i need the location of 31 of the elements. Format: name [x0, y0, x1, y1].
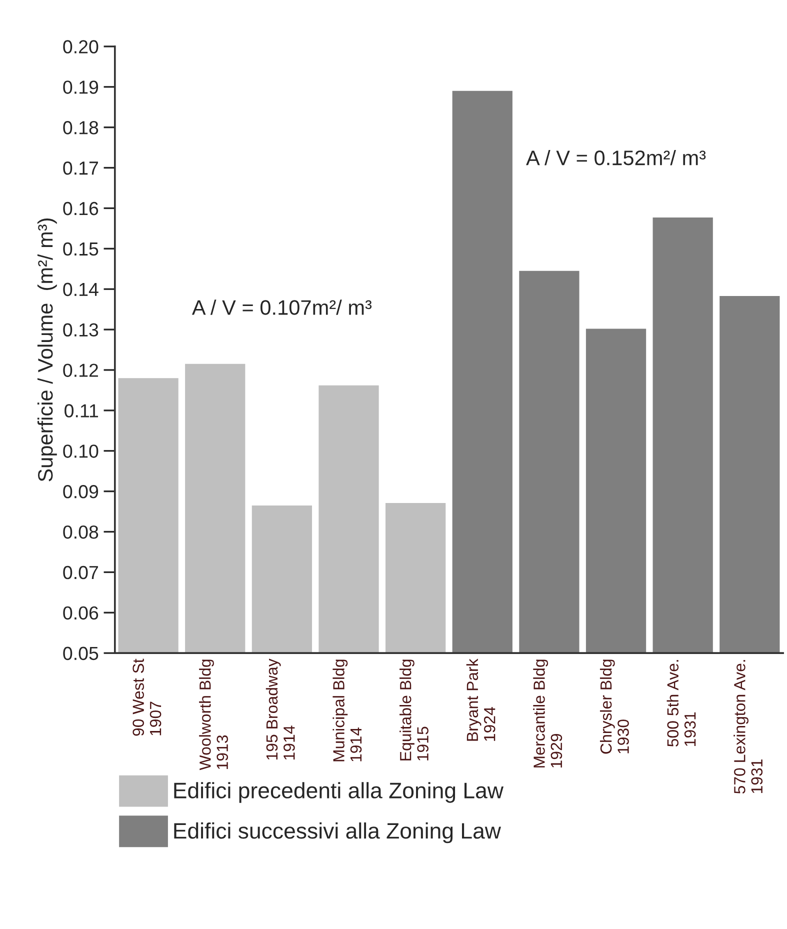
x-tick-label: Equitable Bldg 1915: [400, 660, 428, 760]
y-tick-label: 0.17: [63, 161, 98, 175]
y-tick-label: 0.14: [63, 282, 98, 296]
y-tick-label: 0.11: [64, 404, 98, 418]
y-axis-title: Superficie / Volume (m²/ m³): [37, 218, 57, 482]
y-tick-label: 0.20: [63, 40, 98, 54]
y-tick-label: 0.12: [63, 364, 98, 377]
y-tick-label: 0.05: [63, 646, 98, 660]
y-tick-label: 0.13: [63, 323, 98, 337]
y-tick-label: 0.16: [63, 202, 98, 216]
y-tick-label: 0.06: [63, 606, 98, 620]
x-tick-label: Mercantile Bldg 1929: [533, 660, 562, 768]
annotation: A / V = 0.152m²/ m³: [526, 150, 706, 166]
legend-label: Edifici successivi alla Zoning Law: [174, 822, 501, 844]
y-tick-label: 0.19: [63, 80, 98, 94]
x-tick-label: Municipal Bldg 1914: [332, 660, 362, 762]
x-tick-label: 195 Broadway 1914: [266, 658, 295, 760]
x-tick-label: 500 5th Ave. 1931: [666, 660, 696, 747]
x-tick-label: Woolworth Bldg 1913: [199, 660, 228, 770]
annotation: A / V = 0.107m²/ m³: [192, 300, 372, 315]
y-tick-label: 0.08: [63, 525, 98, 539]
x-tick-label: 570 Lexington Ave. 1931: [734, 660, 763, 794]
y-tick-label: 0.09: [63, 485, 98, 498]
x-tick-label: Chrysler Bldg 1930: [600, 660, 629, 754]
y-tick-label: 0.10: [63, 444, 98, 458]
x-tick-label: Bryant Park 1924: [466, 658, 496, 741]
legend-label: Edifici precedenti alla Zoning Law: [174, 782, 504, 803]
y-tick-label: 0.07: [63, 566, 98, 580]
y-tick-label: 0.15: [63, 242, 98, 256]
x-tick-label: 90 West St 1907: [132, 658, 162, 736]
y-tick-label: 0.18: [63, 121, 98, 134]
